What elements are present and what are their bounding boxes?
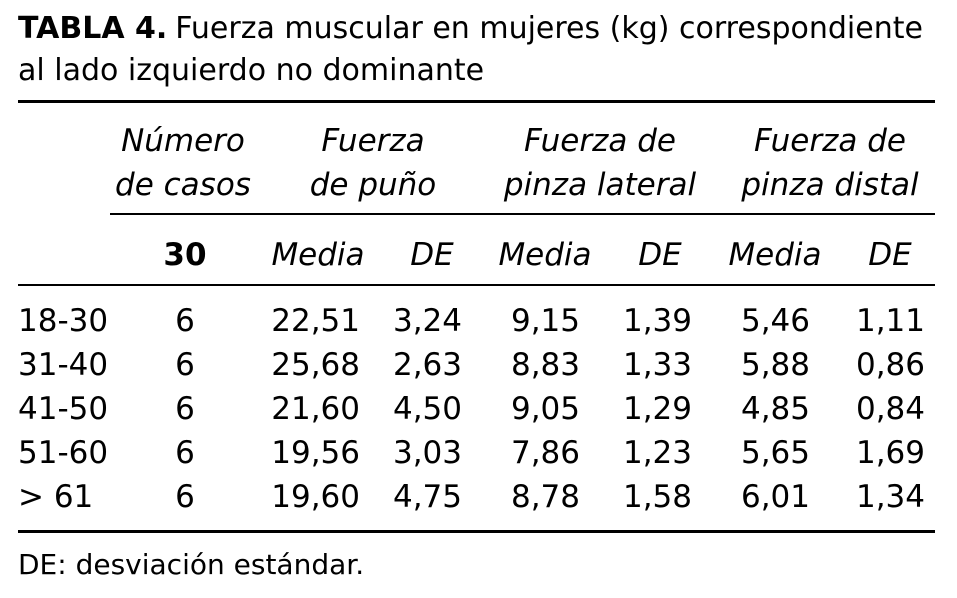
cases-cell: 6 <box>175 479 195 515</box>
header-distal-line1: Fuerza de <box>754 123 906 159</box>
table-title: Fuerza muscular en mujeres (kg) correspo… <box>18 11 923 88</box>
lateral-de-cell: 1,39 <box>622 303 692 339</box>
puno-media-cell: 22,51 <box>271 303 360 339</box>
header-rule <box>110 213 935 215</box>
footnote: DE: desviación estándar. <box>18 548 365 581</box>
header-distal-line2: pinza distal <box>741 167 919 203</box>
puno-de-cell: 3,24 <box>392 303 462 339</box>
lateral-de-cell: 1,33 <box>622 347 692 383</box>
lateral-media-cell: 9,15 <box>510 303 580 339</box>
table-caption: TABLA 4. Fuerza muscular en mujeres (kg) … <box>18 8 948 92</box>
subheader-lateral-media: Media <box>498 237 592 273</box>
puno-de-cell: 4,75 <box>392 479 462 515</box>
cases-cell: 6 <box>175 391 195 427</box>
distal-media-cell: 5,65 <box>740 435 810 471</box>
lateral-media-cell: 8,83 <box>510 347 580 383</box>
header-puno-line2: de puño <box>309 167 437 203</box>
age-cell: 51-60 <box>18 435 109 471</box>
lateral-de-cell: 1,58 <box>622 479 692 515</box>
distal-media-cell: 5,88 <box>740 347 810 383</box>
puno-media-cell: 25,68 <box>271 347 360 383</box>
distal-media-cell: 6,01 <box>740 479 810 515</box>
subheader-lateral-de: DE <box>638 237 682 273</box>
cases-total: 30 <box>163 237 207 273</box>
lateral-media-cell: 8,78 <box>510 479 580 515</box>
header-numero-line2: de casos <box>115 167 251 203</box>
lateral-de-cell: 1,23 <box>622 435 692 471</box>
age-cell: > 61 <box>18 479 94 515</box>
cases-cell: 6 <box>175 435 195 471</box>
top-rule <box>18 100 935 103</box>
puno-de-cell: 4,50 <box>392 391 462 427</box>
puno-de-cell: 3,03 <box>392 435 462 471</box>
puno-de-cell: 2,63 <box>392 347 462 383</box>
bottom-rule <box>18 530 935 533</box>
lateral-de-cell: 1,29 <box>622 391 692 427</box>
header-lateral-line1: Fuerza de <box>524 123 676 159</box>
header-puno-line1: Fuerza <box>321 123 425 159</box>
subheader-puno-media: Media <box>271 237 365 273</box>
distal-media-cell: 4,85 <box>740 391 810 427</box>
lateral-media-cell: 9,05 <box>510 391 580 427</box>
puno-media-cell: 19,60 <box>271 479 360 515</box>
distal-media-cell: 5,46 <box>740 303 810 339</box>
cases-cell: 6 <box>175 303 195 339</box>
age-cell: 41-50 <box>18 391 109 427</box>
subheader-rule <box>18 284 935 286</box>
distal-de-cell: 1,11 <box>855 303 925 339</box>
distal-de-cell: 1,34 <box>855 479 925 515</box>
age-cell: 31-40 <box>18 347 109 383</box>
header-lateral-line2: pinza lateral <box>503 167 697 203</box>
puno-media-cell: 21,60 <box>271 391 360 427</box>
subheader-puno-de: DE <box>410 237 454 273</box>
subheader-distal-de: DE <box>868 237 912 273</box>
subheader-distal-media: Media <box>728 237 822 273</box>
age-cell: 18-30 <box>18 303 109 339</box>
distal-de-cell: 1,69 <box>855 435 925 471</box>
puno-media-cell: 19,56 <box>271 435 360 471</box>
table-label: TABLA 4. <box>18 11 168 46</box>
cases-cell: 6 <box>175 347 195 383</box>
lateral-media-cell: 7,86 <box>510 435 580 471</box>
header-numero-line1: Número <box>121 123 245 159</box>
distal-de-cell: 0,86 <box>855 347 925 383</box>
distal-de-cell: 0,84 <box>855 391 925 427</box>
